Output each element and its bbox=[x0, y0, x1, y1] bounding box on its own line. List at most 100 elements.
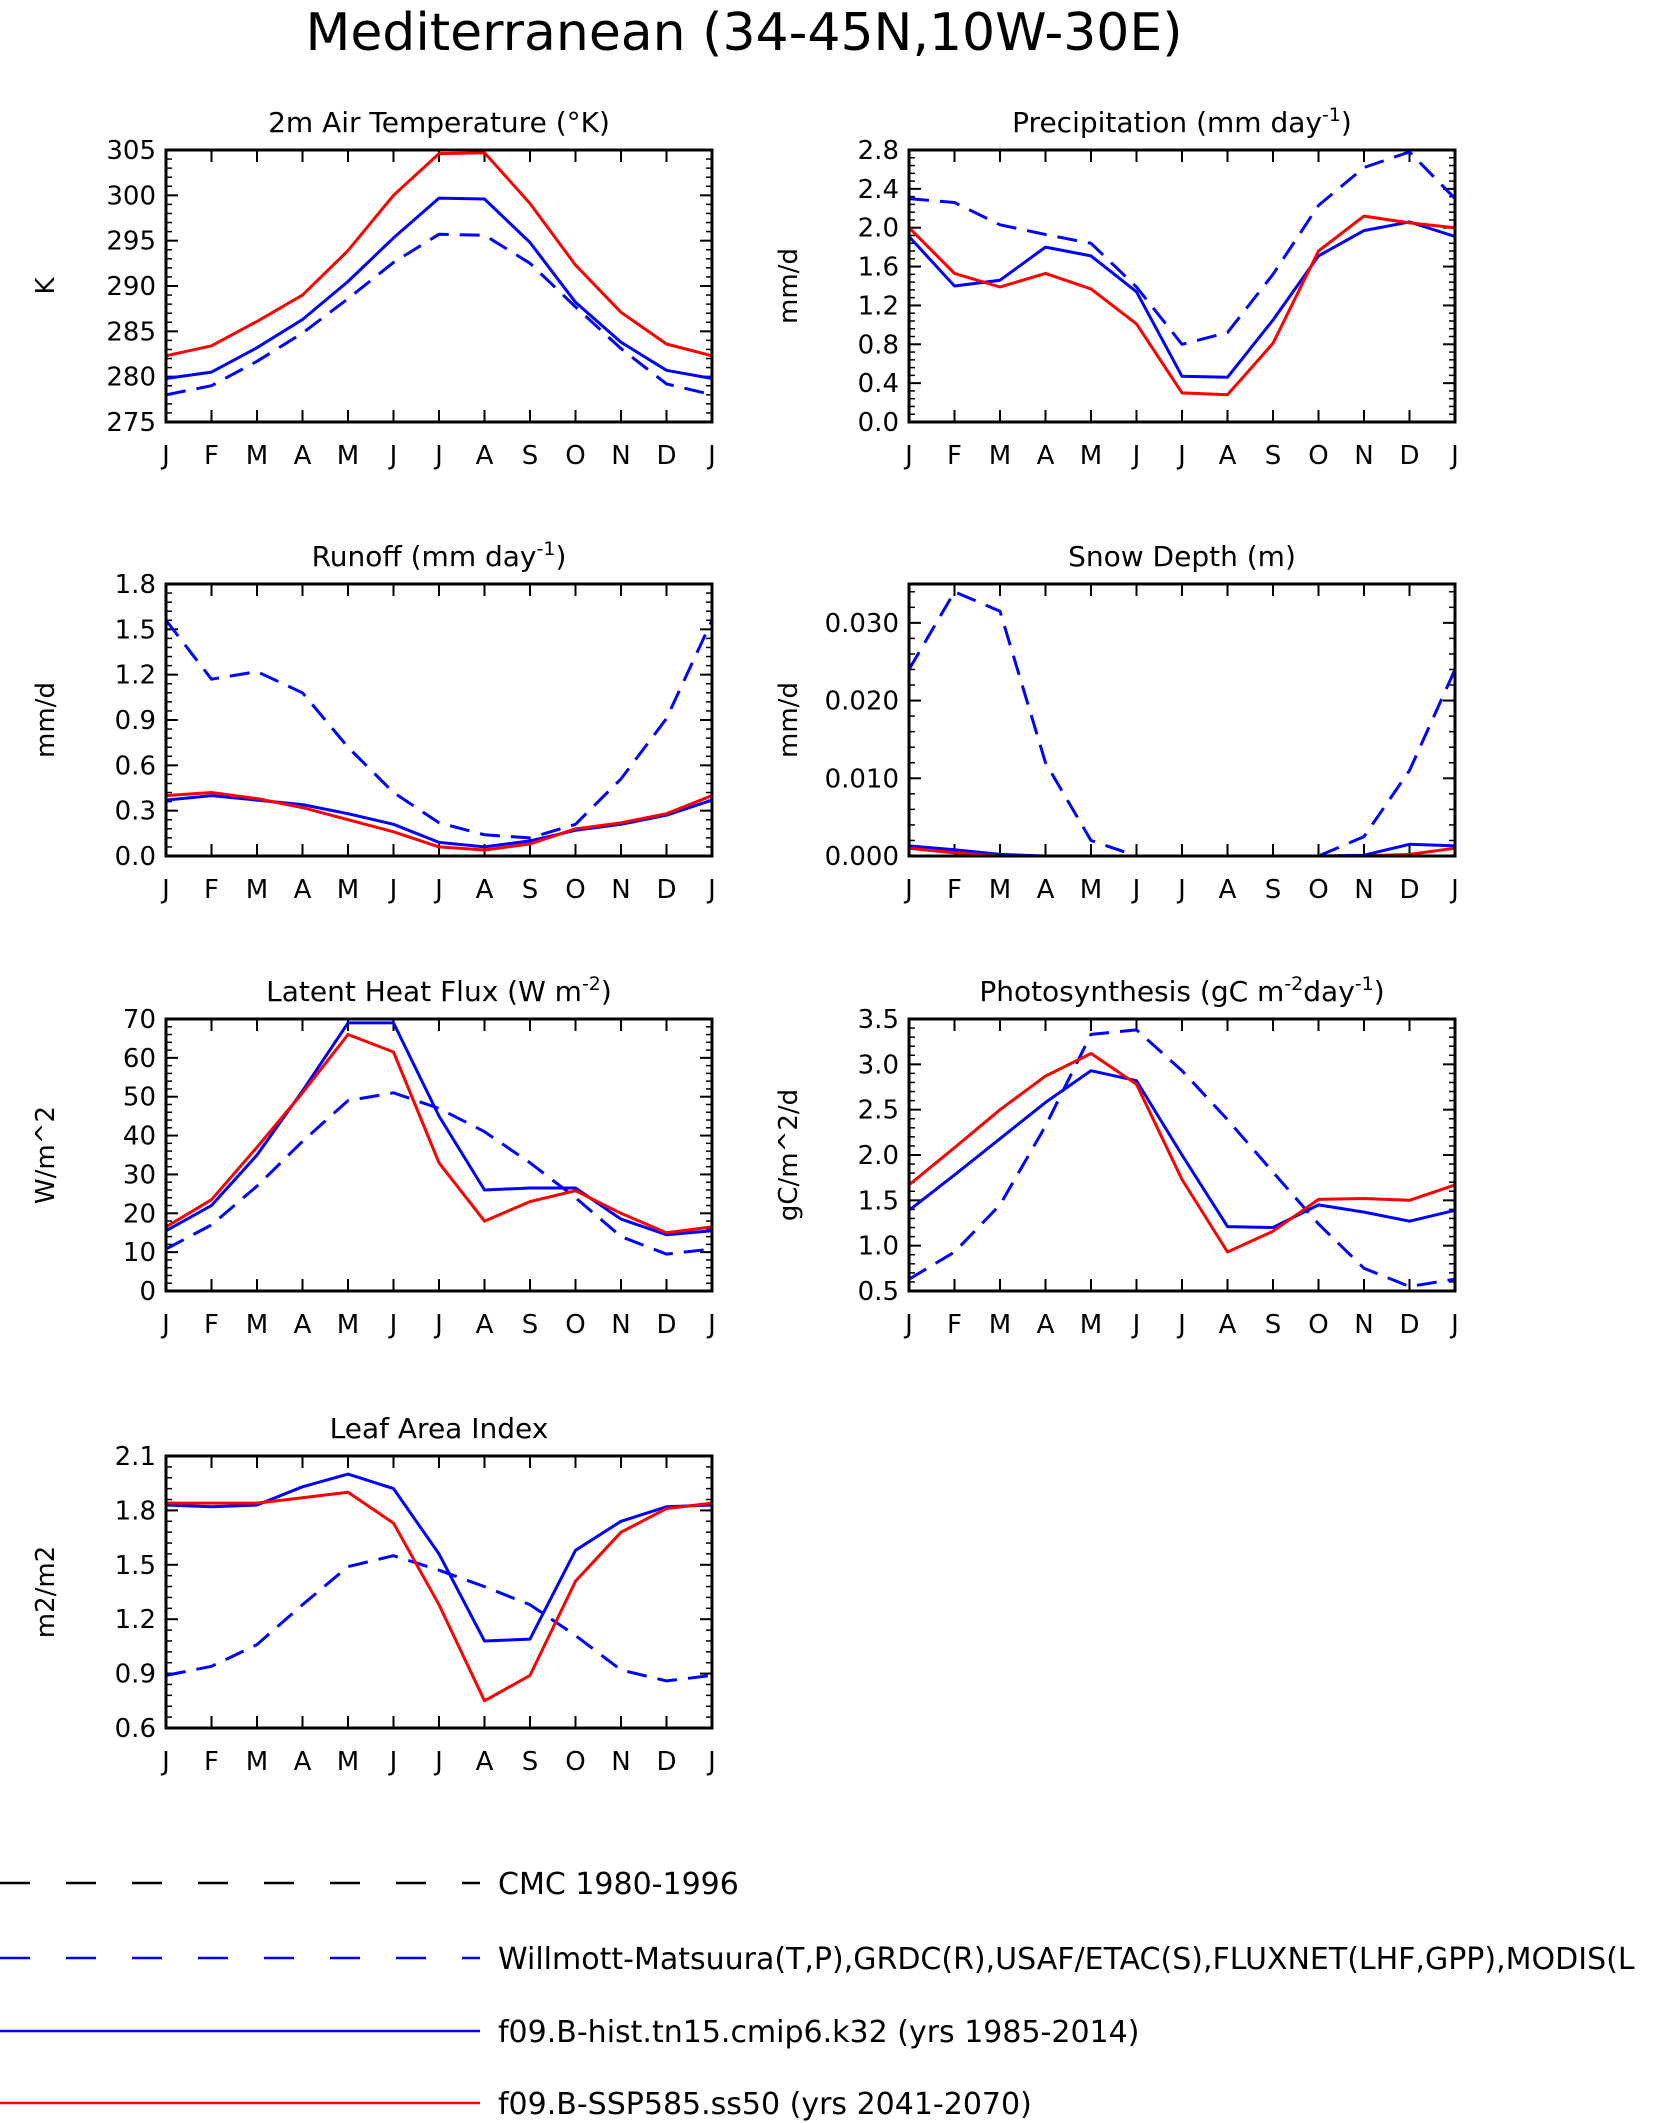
legend: CMC 1980-1996 Willmott-Matsuura(T,P),GRDC… bbox=[0, 1867, 1635, 2122]
x-tick-label: N bbox=[1354, 441, 1373, 471]
x-tick-label: J bbox=[1131, 875, 1141, 905]
y-tick-label: 60 bbox=[123, 1044, 156, 1074]
x-tick-label: F bbox=[947, 1310, 962, 1340]
x-tick-label: A bbox=[294, 441, 312, 471]
x-tick-label: A bbox=[476, 1747, 494, 1777]
x-tick-label: J bbox=[1449, 1310, 1459, 1340]
y-tick-label: 0 bbox=[139, 1277, 156, 1307]
y-tick-label: 2.8 bbox=[858, 136, 899, 166]
y-tick-label: 1.5 bbox=[115, 1551, 156, 1581]
y-tick-label: 0.0 bbox=[115, 842, 156, 872]
panel-title-end: ) bbox=[601, 975, 612, 1008]
plot-frame bbox=[164, 582, 714, 858]
y-tick-label: 70 bbox=[123, 1005, 156, 1035]
y-tick-label: 0.9 bbox=[115, 1660, 156, 1690]
y-tick-label: 1.6 bbox=[858, 253, 899, 283]
x-tick-label: J bbox=[903, 875, 913, 905]
x-tick-label: J bbox=[388, 1310, 398, 1340]
panel-title-text: Leaf Area Index bbox=[330, 1412, 549, 1445]
series-line-0 bbox=[164, 619, 714, 840]
x-tick-label: O bbox=[565, 1310, 585, 1340]
y-tick-label: 3.0 bbox=[858, 1050, 899, 1080]
series-line-2 bbox=[907, 214, 1456, 397]
y-tick-label: 30 bbox=[123, 1160, 156, 1190]
panel-title-sup2: -1 bbox=[1355, 973, 1374, 995]
plot-frame bbox=[907, 1017, 1457, 1293]
x-tick-label: O bbox=[565, 441, 585, 471]
x-tick-label: S bbox=[1265, 441, 1282, 471]
panel-title: Snow Depth (m) bbox=[1068, 540, 1296, 573]
x-tick-label: M bbox=[337, 1310, 359, 1340]
x-tick-label: M bbox=[246, 1747, 268, 1777]
panel-title-end: ) bbox=[555, 540, 566, 573]
series-line-0 bbox=[907, 590, 1457, 858]
figure-title: Mediterranean (34-45N,10W-30E) bbox=[305, 3, 1182, 63]
x-tick-label: D bbox=[656, 1310, 676, 1340]
y-tick-label: 2.0 bbox=[858, 1141, 899, 1171]
panel-title-text: Runoff (mm day bbox=[312, 540, 537, 573]
x-tick-label: J bbox=[388, 1747, 398, 1777]
x-tick-label: J bbox=[433, 1747, 443, 1777]
y-tick-label: 280 bbox=[106, 363, 156, 393]
x-tick-label: A bbox=[476, 1310, 494, 1340]
y-tick-label: 2.1 bbox=[115, 1442, 156, 1472]
x-tick-label: M bbox=[1080, 1310, 1102, 1340]
panel-title: 2m Air Temperature (°K) bbox=[268, 106, 610, 139]
x-tick-label: F bbox=[204, 1747, 219, 1777]
panel-0: 2m Air Temperature (°K) K 275 280 285 290 295 3… bbox=[31, 106, 716, 471]
x-tick-label: J bbox=[433, 441, 443, 471]
series-line-0 bbox=[165, 1554, 713, 1683]
x-tick-label: J bbox=[706, 1747, 716, 1777]
x-tick-label: S bbox=[522, 1747, 539, 1777]
x-tick-label: J bbox=[706, 1310, 716, 1340]
x-tick-label: M bbox=[337, 875, 359, 905]
x-tick-label: D bbox=[1399, 875, 1419, 905]
x-tick-label: A bbox=[1037, 441, 1055, 471]
x-tick-label: M bbox=[989, 441, 1011, 471]
y-tick-label: 0.6 bbox=[115, 751, 156, 781]
series-line-0 bbox=[908, 1028, 1456, 1288]
y-tick-label: 0.010 bbox=[825, 764, 899, 794]
series-line-1 bbox=[165, 1472, 713, 1643]
y-axis-label: m2/m2 bbox=[31, 1546, 61, 1639]
x-tick-label: J bbox=[160, 1310, 170, 1340]
x-tick-label: J bbox=[388, 441, 398, 471]
series-line-1 bbox=[165, 196, 713, 380]
x-tick-label: J bbox=[433, 1310, 443, 1340]
panel-title-text: Photosynthesis (gC m bbox=[979, 975, 1284, 1008]
series-line-2 bbox=[165, 151, 713, 358]
plot-frame bbox=[164, 1017, 714, 1293]
x-tick-label: S bbox=[1265, 875, 1282, 905]
x-tick-label: M bbox=[246, 875, 268, 905]
y-tick-label: 1.2 bbox=[115, 661, 156, 691]
y-tick-label: 305 bbox=[106, 136, 156, 166]
y-tick-label: 2.0 bbox=[858, 214, 899, 244]
y-tick-label: 285 bbox=[106, 317, 156, 347]
x-tick-label: N bbox=[611, 875, 630, 905]
x-tick-label: J bbox=[160, 1747, 170, 1777]
x-tick-label: F bbox=[204, 441, 219, 471]
x-tick-label: A bbox=[476, 875, 494, 905]
y-tick-label: 3.5 bbox=[858, 1005, 899, 1035]
series-line-1 bbox=[907, 220, 1456, 379]
x-tick-label: J bbox=[706, 441, 716, 471]
series-line-2 bbox=[165, 791, 713, 852]
x-tick-label: A bbox=[294, 1747, 312, 1777]
x-tick-label: M bbox=[989, 875, 1011, 905]
y-tick-label: 40 bbox=[123, 1122, 156, 1152]
y-tick-label: 0.4 bbox=[858, 369, 899, 399]
y-tick-label: 0.8 bbox=[858, 330, 899, 360]
x-tick-label: N bbox=[611, 1310, 630, 1340]
series-line-1 bbox=[908, 1069, 1456, 1229]
x-tick-label: N bbox=[611, 1747, 630, 1777]
y-tick-label: 0.6 bbox=[115, 1714, 156, 1744]
x-tick-label: A bbox=[1037, 875, 1055, 905]
plot-frame bbox=[907, 148, 1457, 424]
series-line-0 bbox=[165, 1091, 713, 1256]
panel-title: Precipitation (mm day-1) bbox=[1012, 104, 1352, 139]
panel-title-text: Precipitation (mm day bbox=[1012, 106, 1322, 139]
x-tick-label: J bbox=[1176, 1310, 1186, 1340]
x-tick-label: O bbox=[1308, 875, 1328, 905]
x-tick-label: M bbox=[246, 441, 268, 471]
